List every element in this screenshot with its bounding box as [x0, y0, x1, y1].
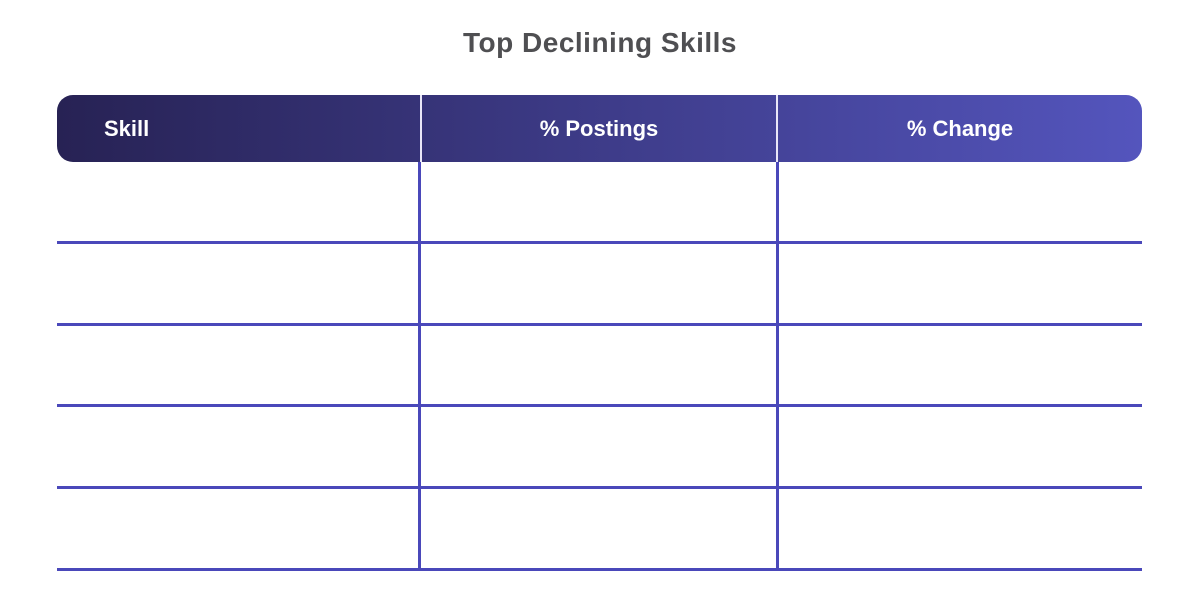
- header-cell-change: % Change: [906, 115, 1014, 141]
- table-cell: [420, 162, 778, 241]
- header-cell-skill: Skill: [104, 115, 150, 141]
- table-header: Skill % Postings % Change: [57, 95, 1142, 162]
- column-divider: [776, 162, 779, 571]
- table-cell: [57, 162, 420, 241]
- chart-title: Top Declining Skills: [463, 27, 737, 58]
- table-cell: [420, 407, 778, 486]
- table-row: [57, 244, 1142, 326]
- table-row: [57, 407, 1142, 490]
- table-cell: [57, 326, 420, 405]
- table-body: [57, 162, 1142, 571]
- table-cell: [420, 489, 778, 568]
- table-cell: [57, 244, 420, 323]
- table-cell: [778, 407, 1142, 486]
- table-cell: [420, 244, 778, 323]
- table-row: [57, 489, 1142, 571]
- table-cell: [420, 326, 778, 405]
- skills-table: Skill % Postings % Change: [57, 95, 1142, 571]
- table-row: [57, 162, 1142, 244]
- table-cell: [778, 489, 1142, 568]
- table-row: [57, 326, 1142, 408]
- table-cell: [57, 489, 420, 568]
- table-cell: [57, 407, 420, 486]
- column-divider: [418, 162, 421, 571]
- table-cell: [778, 244, 1142, 323]
- header-cell-postings: % Postings: [420, 95, 778, 162]
- table-cell: [778, 162, 1142, 241]
- table-cell: [778, 326, 1142, 405]
